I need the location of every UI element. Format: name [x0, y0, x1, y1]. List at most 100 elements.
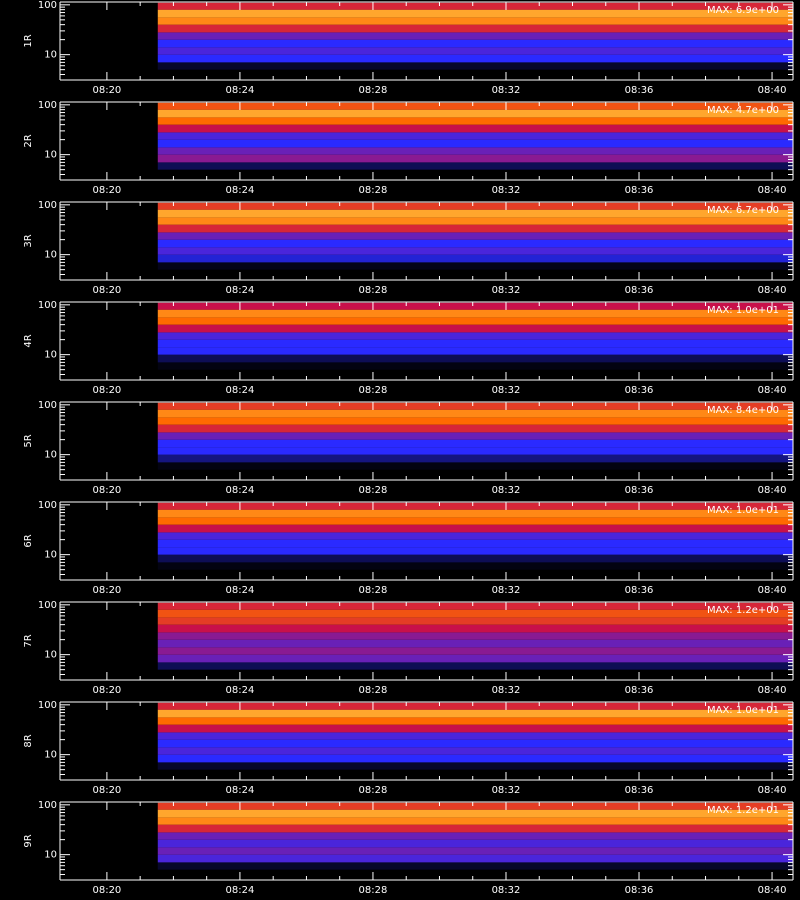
spectrogram-cell — [157, 332, 793, 340]
spectrogram-cell — [157, 2, 793, 10]
spectrogram-cell — [157, 232, 793, 240]
spectrogram-cell — [157, 847, 793, 855]
spectrogram-cell — [157, 754, 793, 763]
x-tick-label: 08:20 — [92, 585, 121, 596]
x-tick-label: 08:20 — [92, 285, 121, 296]
spectrogram-cell — [157, 347, 793, 355]
max-label: MAX: 8.4e+00 — [707, 405, 779, 416]
spectrogram-cell — [157, 202, 793, 210]
spectrogram-cell — [157, 154, 793, 163]
x-tick-label: 08:24 — [226, 85, 255, 96]
y-tick-label: 10 — [44, 750, 57, 761]
spectrogram-cell — [157, 17, 793, 25]
spectrogram-cell — [157, 317, 793, 325]
x-tick-label: 08:28 — [359, 85, 388, 96]
x-tick-label: 08:24 — [226, 685, 255, 696]
y-tick-label: 100 — [38, 300, 57, 311]
x-tick-label: 08:40 — [758, 185, 787, 196]
x-tick-label: 08:32 — [492, 785, 521, 796]
x-tick-label: 08:28 — [359, 685, 388, 696]
x-tick-label: 08:24 — [226, 485, 255, 496]
max-label: MAX: 6.7e+00 — [707, 205, 779, 216]
x-tick-label: 08:20 — [92, 485, 121, 496]
y-tick-label: 100 — [38, 700, 57, 711]
spectrogram-cell — [157, 102, 793, 110]
x-tick-label: 08:28 — [359, 485, 388, 496]
spectrogram-cell — [157, 124, 793, 133]
spectrogram-cell — [157, 809, 793, 818]
y-tick-label: 100 — [38, 100, 57, 111]
spectrogram-cell — [157, 802, 793, 810]
y-tick-label: 10 — [44, 550, 57, 561]
x-tick-label: 08:32 — [492, 585, 521, 596]
y-tick-label: 10 — [44, 650, 57, 661]
x-tick-label: 08:20 — [92, 385, 121, 396]
x-tick-label: 08:28 — [359, 885, 388, 896]
x-tick-label: 08:32 — [492, 185, 521, 196]
y-tick-label: 100 — [38, 500, 57, 511]
spectrogram-cell — [157, 647, 793, 655]
max-label: MAX: 1.2e+00 — [707, 605, 779, 616]
spectrogram-cell — [157, 839, 793, 848]
y-tick-label: 100 — [38, 400, 57, 411]
x-tick-label: 08:40 — [758, 685, 787, 696]
spectrogram-cell — [157, 417, 793, 425]
spectrogram-cell — [157, 9, 793, 18]
y-tick-label: 100 — [38, 200, 57, 211]
x-tick-label: 08:40 — [758, 885, 787, 896]
spectrogram-cell — [157, 454, 793, 463]
spectrogram-cell — [157, 309, 793, 318]
x-tick-label: 08:32 — [492, 885, 521, 896]
x-tick-label: 08:36 — [625, 885, 654, 896]
spectrogram-cell — [157, 624, 793, 633]
spectrogram-cell — [157, 547, 793, 555]
spectrogram-cell — [157, 324, 793, 333]
x-tick-label: 08:40 — [758, 585, 787, 596]
spectrogram-cell — [157, 602, 793, 610]
spectrogram-cell — [157, 724, 793, 733]
x-tick-label: 08:24 — [226, 785, 255, 796]
spectrogram-cell — [157, 539, 793, 548]
spectrogram-cell — [157, 524, 793, 533]
spectrogram-cell — [157, 462, 793, 470]
spectrogram-cell — [157, 854, 793, 863]
x-tick-label: 08:40 — [758, 785, 787, 796]
y-axis-label: 6R — [23, 534, 34, 547]
x-tick-label: 08:28 — [359, 785, 388, 796]
spectrogram-cell — [157, 62, 793, 70]
spectrogram-cell — [157, 409, 793, 418]
y-axis-label: 5R — [23, 434, 34, 447]
spectrogram-cell — [157, 832, 793, 840]
y-axis-label: 2R — [23, 134, 34, 147]
x-tick-label: 08:20 — [92, 885, 121, 896]
x-tick-label: 08:28 — [359, 385, 388, 396]
spectrogram-cell — [157, 162, 793, 170]
spectrogram-cell — [157, 24, 793, 33]
x-tick-label: 08:36 — [625, 385, 654, 396]
spectrogram-cell — [157, 247, 793, 255]
spectrogram-cell — [157, 424, 793, 433]
max-label: MAX: 1.0e+01 — [707, 505, 779, 516]
spectrogram-cell — [157, 32, 793, 40]
y-axis-label: 4R — [23, 334, 34, 347]
x-tick-label: 08:40 — [758, 85, 787, 96]
x-tick-label: 08:28 — [359, 185, 388, 196]
spectrogram-cell — [157, 509, 793, 518]
x-tick-label: 08:36 — [625, 585, 654, 596]
y-tick-label: 10 — [44, 450, 57, 461]
spectrogram-cell — [157, 139, 793, 148]
spectrogram-cell — [157, 639, 793, 648]
max-label: MAX: 1.0e+01 — [707, 305, 779, 316]
spectrogram-cell — [157, 747, 793, 755]
y-axis-label: 3R — [23, 234, 34, 247]
x-tick-label: 08:36 — [625, 685, 654, 696]
spectrogram-cell — [157, 262, 793, 270]
x-tick-label: 08:32 — [492, 485, 521, 496]
spectrogram-cell — [157, 239, 793, 248]
spectrogram-cell — [157, 762, 793, 770]
spectrogram-cell — [157, 362, 793, 370]
spectrogram-cell — [157, 132, 793, 140]
spectrogram-cell — [157, 554, 793, 563]
